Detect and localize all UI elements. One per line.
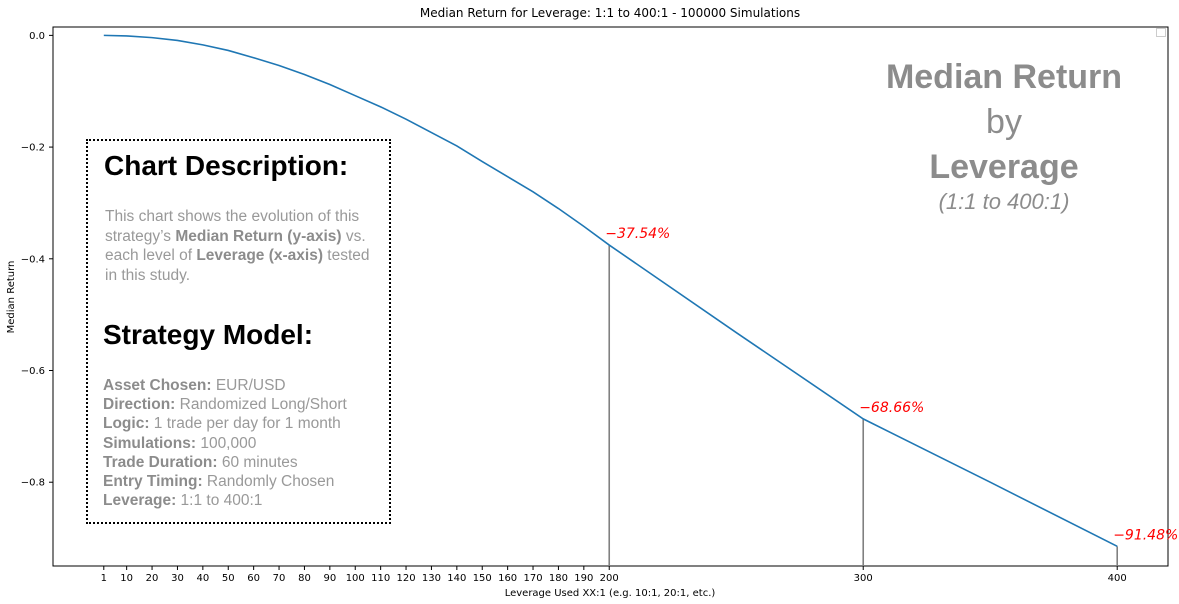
model-item-label: Entry Timing: xyxy=(103,473,203,491)
x-tick-label: 140 xyxy=(447,573,466,584)
y-tick-label: 0.0 xyxy=(29,31,45,42)
x-tick-label: 400 xyxy=(1108,573,1127,584)
description-text-pre: This chart shows the evolution of this s… xyxy=(105,208,360,245)
overlay-title-line2: by xyxy=(986,103,1022,141)
legend-box xyxy=(1156,28,1166,37)
x-tick-label: 180 xyxy=(549,573,568,584)
model-item: Trade Duration: 60 minutes xyxy=(103,453,388,472)
x-tick-label: 20 xyxy=(146,573,159,584)
plot-frame xyxy=(52,26,1169,567)
x-tick-label: 80 xyxy=(298,573,311,584)
model-item-label: Leverage: xyxy=(103,492,177,510)
model-item-label: Direction: xyxy=(103,396,176,414)
x-tick-label: 100 xyxy=(346,573,365,584)
annotation-label: −37.54% xyxy=(605,226,670,242)
model-item-value: 60 minutes xyxy=(217,453,298,471)
x-axis: 1 10 20 30 40 50 60 70 80 90 100 110 120 130 140 150 160… xyxy=(101,566,1127,584)
chart-title: Median Return for Leverage: 1:1 to 400:1… xyxy=(420,6,800,20)
x-tick-label: 190 xyxy=(574,573,593,584)
series-line-median-return xyxy=(103,34,1118,548)
model-item-value: 1:1 to 400:1 xyxy=(176,492,263,510)
x-tick-label: 30 xyxy=(171,573,184,584)
model-item-label: Trade Duration: xyxy=(103,453,218,471)
overlay-title-sub: (1:1 to 400:1) xyxy=(939,189,1070,214)
x-tick-label: 60 xyxy=(247,573,260,584)
model-item-value: Randomized Long/Short xyxy=(175,396,347,414)
model-item-label: Asset Chosen: xyxy=(103,377,212,394)
description-bold-x: Leverage (x-axis) xyxy=(196,247,323,264)
model-item: Asset Chosen: EUR/USD xyxy=(103,376,388,395)
description-heading: Chart Description: xyxy=(104,150,349,181)
y-tick-label: −0.8 xyxy=(21,478,45,489)
model-item-value: 1 trade per day for 1 month xyxy=(149,415,341,433)
x-tick-label: 110 xyxy=(371,573,390,584)
y-tick-label: −0.6 xyxy=(21,366,45,377)
x-tick-label: 1 xyxy=(101,573,107,584)
x-axis-label: Leverage Used XX:1 (e.g. 10:1, 20:1, etc… xyxy=(505,588,716,599)
model-item-value: Randomly Chosen xyxy=(202,473,335,491)
x-tick-label: 170 xyxy=(523,573,542,584)
model-list: Asset Chosen: EUR/USD Direction: Randomi… xyxy=(103,376,388,510)
x-tick-label: 10 xyxy=(120,573,133,584)
x-tick-label: 120 xyxy=(396,573,415,584)
model-item-label: Logic: xyxy=(103,415,150,433)
model-item-value: EUR/USD xyxy=(211,377,286,394)
model-heading: Strategy Model: xyxy=(103,319,314,350)
x-tick-label: 70 xyxy=(273,573,286,584)
x-tick-label: 200 xyxy=(600,573,619,584)
annotation-vlines xyxy=(608,245,1119,566)
x-tick-label: 150 xyxy=(473,573,492,584)
overlay-title-line3: Leverage xyxy=(929,148,1078,186)
description-text-mid: vs. each level of xyxy=(105,227,366,265)
annotation-label: −91.48% xyxy=(1113,527,1178,543)
y-tick-label: −0.2 xyxy=(21,143,45,154)
annotation-label: −68.66% xyxy=(859,400,924,416)
x-tick-label: 90 xyxy=(323,573,336,584)
model-item: Leverage: 1:1 to 400:1 xyxy=(103,491,388,510)
model-item: Simulations: 100,000 xyxy=(103,434,388,453)
model-item-value: 100,000 xyxy=(196,434,257,452)
description-text-post: tested in this study. xyxy=(105,247,370,284)
model-item: Logic: 1 trade per day for 1 month xyxy=(103,414,388,433)
x-tick-label: 130 xyxy=(422,573,441,584)
x-tick-label: 300 xyxy=(854,573,873,584)
x-tick-label: 40 xyxy=(196,573,209,584)
x-tick-label: 160 xyxy=(498,573,517,584)
description-text: This chart shows the evolution of this s… xyxy=(105,207,385,285)
model-item-label: Simulations: xyxy=(103,434,197,452)
model-item: Entry Timing: Randomly Chosen xyxy=(103,472,388,491)
x-tick-label: 50 xyxy=(222,573,235,584)
y-axis: 0.0 −0.2 −0.4 −0.6 −0.8 xyxy=(21,31,53,489)
y-tick-label: −0.4 xyxy=(21,254,45,265)
model-item: Direction: Randomized Long/Short xyxy=(103,395,388,414)
y-axis-label: Median Return xyxy=(6,261,17,334)
description-box xyxy=(86,139,391,524)
annotations: −37.54% −68.66% −91.48% xyxy=(605,226,1178,543)
overlay-title-line1: Median Return xyxy=(886,58,1122,96)
description-bold-y: Median Return (y-axis) xyxy=(175,227,342,245)
